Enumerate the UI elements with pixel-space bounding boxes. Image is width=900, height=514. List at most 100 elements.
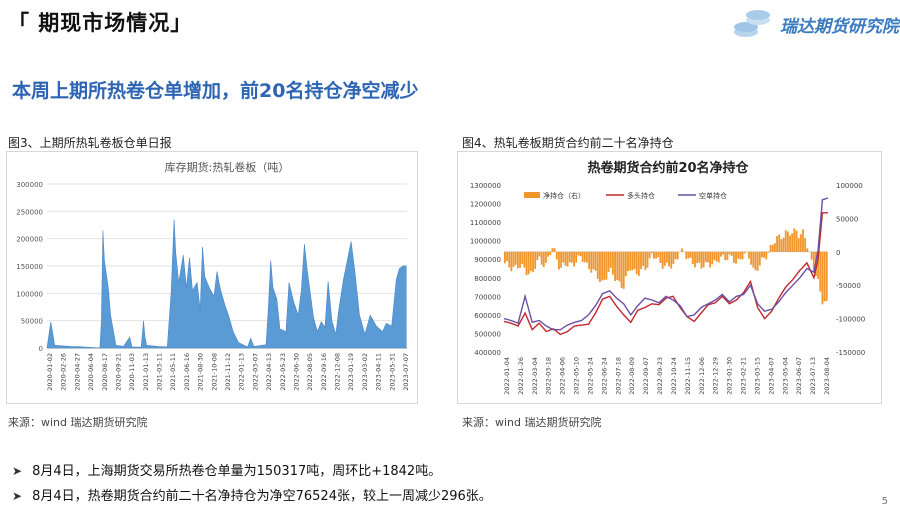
legend-label: 净持仓（右） <box>543 191 585 200</box>
net-position-bar <box>812 251 815 271</box>
short-position-line <box>503 197 829 331</box>
x-tick-label: 2021-01-13 <box>142 353 150 391</box>
x-tick-label: 2021-03-11 <box>156 353 164 391</box>
x-tick-label: 2022-01-26 <box>517 357 525 395</box>
y-left-tick-label: 500000 <box>474 330 501 338</box>
section-subtitle: 本周上期所热卷仓单增加，前20名持仓净空减少 <box>12 80 419 102</box>
net-position-bar <box>717 251 720 263</box>
x-tick-label: 2022-03-04 <box>531 357 539 395</box>
legend-label: 多头持仓 <box>627 191 655 200</box>
net-position-bar <box>778 234 781 252</box>
net-position-bar <box>676 251 679 260</box>
net-position-bar <box>534 251 537 269</box>
x-tick-label: 2022-01-04 <box>503 357 511 395</box>
net-position-bar <box>607 251 610 272</box>
net-position-bar <box>516 251 519 269</box>
net-position-bar <box>521 251 524 264</box>
bullet-text: 8月4日，上海期货交易所热卷仓单量为150317吨，周环比+1842吨。 <box>32 464 442 479</box>
net-position-bar <box>707 251 709 263</box>
page-number: 5 <box>881 496 888 507</box>
x-tick-label: 2023-04-11 <box>375 353 383 391</box>
legend-swatch-net <box>524 192 540 198</box>
net-position-bar <box>819 251 822 292</box>
net-position-bar <box>527 251 530 275</box>
net-position-bar <box>510 251 513 272</box>
net-position-bar <box>663 251 666 266</box>
figure4-source: 来源：wind 瑞达期货研究院 <box>462 416 602 429</box>
x-tick-label: 2022-03-18 <box>545 357 553 395</box>
x-tick-label: 2021-10-08 <box>210 353 218 391</box>
y-right-tick-label: -100000 <box>836 316 865 324</box>
net-position-bar <box>771 244 774 252</box>
net-position-bar <box>594 251 597 271</box>
net-position-bar <box>599 251 601 283</box>
net-position-bar <box>765 251 768 260</box>
net-position-bar <box>618 251 621 282</box>
net-position-bar <box>558 251 560 270</box>
net-position-bar <box>653 251 655 259</box>
net-position-bar <box>644 251 647 270</box>
net-position-bar <box>614 251 616 282</box>
y-right-tick-label: -50000 <box>836 282 861 290</box>
x-tick-label: 2021-11-12 <box>224 353 232 391</box>
x-tick-label: 2022-05-23 <box>279 353 287 391</box>
net-position-bar <box>657 251 660 258</box>
x-tick-label: 2023-08-04 <box>823 357 831 395</box>
net-position-bar <box>774 243 776 252</box>
x-tick-label: 2022-04-06 <box>559 357 567 395</box>
figure4-chart: 热卷期货合约前20名净持仓 1300000 1200000 1100000 100000… <box>457 151 882 404</box>
long-position-line <box>503 212 828 336</box>
x-tick-label: 2023-04-07 <box>767 357 775 395</box>
net-position-bar <box>687 251 690 259</box>
y-tick-label: 250000 <box>16 208 43 216</box>
y-right-tick-label: 0 <box>836 249 840 257</box>
y-tick-label: 100000 <box>16 290 43 298</box>
x-tick-label: 2022-05-10 <box>573 357 581 395</box>
net-position-bar <box>758 251 761 266</box>
net-position-bar <box>529 251 532 272</box>
net-position-bar <box>799 234 802 252</box>
net-position-bar <box>612 251 614 275</box>
net-position-bar <box>696 251 699 264</box>
net-position-bar <box>698 251 701 263</box>
page-title: 「 期现市场情况」 <box>8 11 193 35</box>
logo-coins-icon <box>734 10 770 37</box>
net-position-bar <box>538 251 541 257</box>
x-tick-label: 2022-12-08 <box>334 353 342 391</box>
net-position-bar <box>506 251 508 262</box>
net-position-bar <box>735 251 737 264</box>
net-position-bar <box>810 251 813 260</box>
net-position-bar <box>786 231 789 252</box>
figure3-source: 来源：wind 瑞达期货研究院 <box>8 416 148 429</box>
net-position-bar <box>603 251 606 280</box>
net-position-bar <box>739 251 742 260</box>
net-position-bar <box>553 248 556 252</box>
x-tick-label: 2022-06-30 <box>292 353 300 391</box>
net-position-bar <box>681 248 683 252</box>
net-position-bar <box>702 251 705 268</box>
net-position-bar <box>709 251 712 268</box>
net-position-bar <box>782 237 785 252</box>
net-position-bar <box>769 245 772 252</box>
y-left-tick-label: 900000 <box>474 256 501 264</box>
net-position-bar <box>536 251 539 261</box>
x-tick-label: 2022-09-16 <box>320 353 328 391</box>
net-position-bar <box>802 229 804 252</box>
y-tick-label: 150000 <box>16 263 43 271</box>
net-position-bar <box>806 248 809 252</box>
net-position-bar <box>646 251 649 268</box>
net-position-bar <box>780 239 783 252</box>
net-position-bar <box>659 251 662 263</box>
net-position-bar <box>609 251 612 268</box>
net-position-bar <box>583 251 586 263</box>
net-position-bar <box>704 251 707 263</box>
net-position-bar <box>566 251 569 267</box>
net-position-bar <box>616 251 619 281</box>
net-position-bar <box>596 251 599 279</box>
net-position-bar <box>635 251 638 275</box>
y-left-tick-label: 400000 <box>474 349 501 357</box>
net-position-bar <box>560 251 562 268</box>
net-position-bar <box>601 251 604 281</box>
x-tick-label: 2022-11-15 <box>684 357 692 395</box>
net-position-bar <box>711 251 714 265</box>
